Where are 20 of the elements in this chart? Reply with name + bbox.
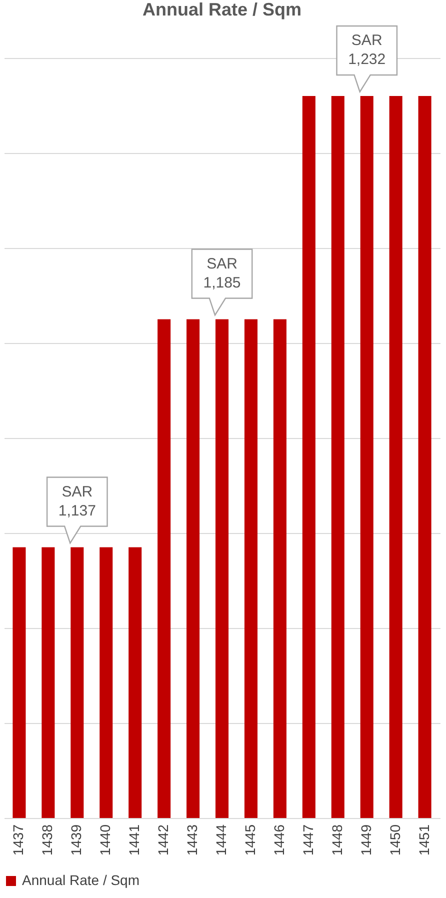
x-tick-label: 1438 <box>39 824 56 856</box>
x-tick-label: 1442 <box>155 824 172 856</box>
data-label: SAR 1,232 <box>348 32 386 68</box>
x-tick-label: 1437 <box>10 824 26 856</box>
x-tick-label: 1449 <box>358 824 374 856</box>
chart-title: Annual Rate / Sqm <box>142 0 302 20</box>
x-tick-label: 1439 <box>68 824 84 856</box>
x-tick-label: 1450 <box>386 824 403 856</box>
data-label: SAR 1,137 <box>58 483 96 520</box>
x-tick-label: 1446 <box>270 824 287 856</box>
x-tick-label: 1451 <box>416 824 432 856</box>
legend-label: Annual Rate / Sqm <box>22 872 140 888</box>
data-label: SAR 1,185 <box>203 255 241 292</box>
x-tick-label: 1444 <box>213 824 229 856</box>
x-tick-label: 1447 <box>300 824 316 856</box>
x-tick-label: 1445 <box>242 824 258 856</box>
x-tick-label: 1448 <box>328 824 345 856</box>
x-tick-label: 1440 <box>97 824 114 856</box>
x-tick-label: 1443 <box>184 824 200 856</box>
x-tick-label: 1441 <box>126 824 142 856</box>
